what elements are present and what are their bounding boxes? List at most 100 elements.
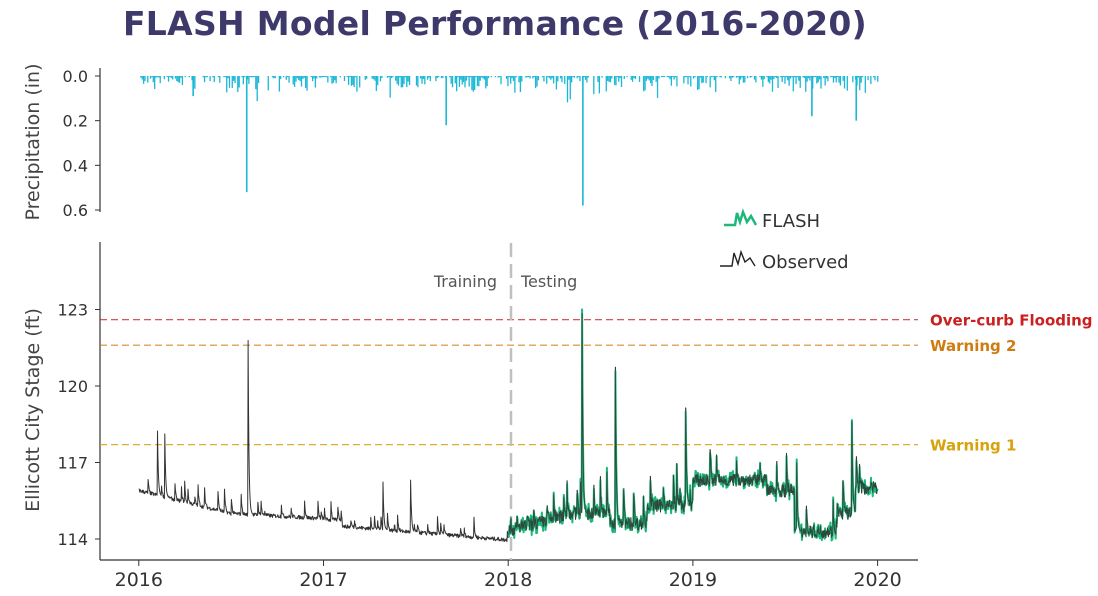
precip-bar xyxy=(857,76,860,78)
precip-bar xyxy=(655,76,657,82)
precip-bar xyxy=(669,76,671,80)
precip-bar xyxy=(350,76,353,86)
precip-bar xyxy=(673,76,675,80)
precip-bar xyxy=(832,76,835,83)
precip-bar xyxy=(435,76,437,82)
precip-bar xyxy=(583,76,585,78)
precip-bar xyxy=(485,76,487,89)
precip-bar xyxy=(613,76,616,85)
precip-bar xyxy=(733,76,735,78)
stage-y-label: Ellicott City Stage (ft) xyxy=(22,308,44,512)
precip-bar xyxy=(332,76,335,83)
precip-bar xyxy=(293,76,296,87)
precip-bar xyxy=(634,76,637,80)
precip-bar xyxy=(471,76,473,91)
precip-bar xyxy=(273,76,275,79)
legend: FLASH Observed xyxy=(720,208,849,273)
precip-bar xyxy=(141,76,143,80)
precip-bar xyxy=(738,76,740,85)
precip-bar xyxy=(796,76,799,78)
precip-bar xyxy=(300,76,303,87)
precip-bar xyxy=(421,76,423,84)
precip-bar xyxy=(763,76,765,80)
precip-bar xyxy=(310,76,312,78)
precip-bar xyxy=(877,76,879,82)
precip-bar xyxy=(598,76,601,94)
precip-bar xyxy=(140,76,142,78)
precip-bar xyxy=(365,76,368,79)
precip-bar xyxy=(316,76,318,79)
precip-bar xyxy=(825,76,828,79)
precip-bar xyxy=(329,76,332,78)
precip-bar xyxy=(460,76,462,80)
precip-bar xyxy=(482,76,484,79)
precip-bar xyxy=(746,76,749,79)
precip-panel: 0.0 0.2 0.4 0.6 Precipitation (in) xyxy=(22,64,879,221)
precip-bar xyxy=(206,76,208,78)
precip-bar xyxy=(741,76,743,78)
precip-bar xyxy=(462,76,465,83)
precip-bar xyxy=(843,76,846,89)
precip-bar xyxy=(526,76,528,78)
precip-bar xyxy=(417,76,419,88)
precip-y-label: Precipitation (in) xyxy=(22,64,44,221)
precip-bar xyxy=(167,76,170,82)
precip-bar xyxy=(551,76,553,79)
threshold-label: Warning 1 xyxy=(930,437,1016,455)
precip-bars xyxy=(140,76,879,206)
precip-bar xyxy=(226,76,228,93)
precip-bar xyxy=(232,76,235,81)
precip-bar xyxy=(638,76,641,82)
precip-bar xyxy=(788,76,790,86)
precip-bar xyxy=(415,76,418,86)
observed-series-line xyxy=(138,312,878,543)
precip-bar xyxy=(400,76,402,88)
precip-bar xyxy=(546,76,548,84)
precip-bar xyxy=(830,76,832,78)
precip-bar xyxy=(274,76,276,79)
stage-panel: 114 117 120 123 2016 2017 2018 2019 2020 Ellico… xyxy=(22,242,1093,591)
precip-bar xyxy=(296,76,299,79)
precip-bar xyxy=(244,76,246,78)
precip-tick-label: 0.4 xyxy=(63,156,88,175)
precip-bar xyxy=(465,76,468,81)
precip-bar xyxy=(814,76,817,78)
precip-bar xyxy=(426,76,429,80)
precip-bar xyxy=(252,76,254,78)
precip-bar xyxy=(152,76,154,83)
precip-bar xyxy=(795,76,797,85)
precip-bar xyxy=(712,76,714,78)
precip-bar xyxy=(159,76,161,84)
precip-bar xyxy=(238,76,240,88)
precip-bar xyxy=(631,76,634,82)
precip-bar xyxy=(404,76,407,78)
precip-bar xyxy=(209,76,211,82)
precip-bar xyxy=(339,76,341,78)
precip-bar xyxy=(205,76,207,78)
stage-tick-label: 117 xyxy=(57,454,88,473)
precip-bar xyxy=(359,76,361,88)
precip-bar xyxy=(787,76,789,81)
precip-bar xyxy=(396,76,398,84)
precip-bar xyxy=(288,76,290,83)
precip-bar xyxy=(771,76,774,92)
precip-bar xyxy=(859,76,861,91)
precip-bar xyxy=(605,76,607,92)
precip-bar xyxy=(449,76,451,78)
precip-bar xyxy=(155,76,157,78)
precip-bar xyxy=(645,76,648,81)
precip-bar xyxy=(715,76,717,93)
precip-bar xyxy=(422,76,425,80)
precip-bar xyxy=(785,76,788,78)
precip-bar xyxy=(661,76,663,78)
training-label: Training xyxy=(433,272,497,291)
precip-bar xyxy=(170,76,172,78)
precip-bar xyxy=(835,76,837,83)
precip-bar xyxy=(324,76,326,78)
precip-bar xyxy=(670,76,673,86)
precip-bar xyxy=(305,76,307,88)
precip-bar xyxy=(692,76,695,79)
precip-bar xyxy=(587,76,589,78)
precip-bar xyxy=(534,76,537,89)
precip-bar xyxy=(181,76,184,85)
